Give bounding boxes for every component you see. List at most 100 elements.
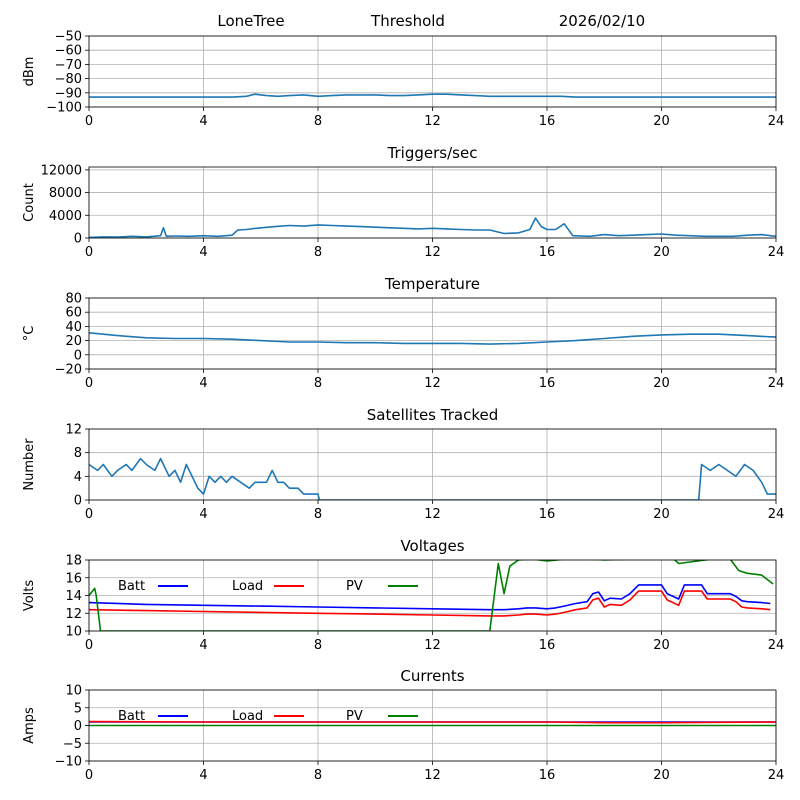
chart-title: Voltages [400, 537, 464, 555]
x-tick-label: 16 [539, 768, 556, 783]
x-tick-label: 24 [768, 768, 785, 783]
x-tick-label: 8 [314, 768, 322, 783]
x-tick-label: 0 [85, 638, 93, 653]
y-tick-label: −100 [46, 101, 82, 116]
y-tick-label: 10 [65, 625, 82, 640]
y-tick-label: −5 [63, 737, 82, 752]
x-tick-label: 0 [85, 114, 93, 129]
y-tick-label: 18 [65, 554, 82, 569]
y-tick-label: −90 [55, 86, 82, 101]
legend-label-pv: PV [346, 579, 363, 594]
series-voltages-pv [89, 560, 774, 631]
series-voltages-load [89, 590, 771, 617]
legend-label-load: Load [232, 709, 263, 724]
chart-voltages: 0 4 8 12 16 20 24 10 12 14 16 18 Voltages Volts Batt Lo… [22, 537, 784, 653]
chart-title: Triggers/sec [387, 144, 478, 162]
y-tick-label: 80 [65, 292, 82, 307]
y-tick-label: 5 [74, 701, 82, 716]
y-tick-label: −60 [55, 44, 82, 59]
y-tick-label: 12 [65, 607, 82, 622]
y-tick-label: −80 [55, 72, 82, 87]
plot-frame [88, 559, 777, 632]
y-tick-label: 8000 [49, 186, 82, 201]
x-tick-label: 20 [653, 245, 670, 260]
y-tick-label: 4 [74, 470, 82, 485]
y-tick-label: 0 [74, 494, 82, 509]
x-tick-label: 20 [653, 114, 670, 129]
y-axis-label: Number [22, 438, 37, 491]
x-tick-label: 0 [85, 376, 93, 391]
x-tick-label: 8 [314, 507, 322, 522]
x-tick-label: 24 [768, 376, 785, 391]
x-tick-label: 4 [199, 768, 207, 783]
y-tick-label: 40 [65, 320, 82, 335]
y-tick-label: 12000 [41, 163, 82, 178]
chart-triggers: 0 4 8 12 16 20 24 0 4000 8000 12000 Triggers/sec Cou… [22, 144, 784, 260]
x-tick-label: 8 [314, 638, 322, 653]
series-satellites-sats [89, 457, 776, 500]
x-tick-label: 16 [539, 376, 556, 391]
plot-frame [88, 297, 777, 370]
legend-label-batt: Batt [118, 709, 145, 724]
x-tick-label: 16 [539, 114, 556, 129]
x-tick-label: 20 [653, 638, 670, 653]
x-tick-label: 20 [653, 376, 670, 391]
y-tick-label: 10 [65, 684, 82, 699]
x-tick-label: 24 [768, 245, 785, 260]
x-tick-label: 0 [85, 245, 93, 260]
y-axis-label: dBm [22, 57, 37, 87]
y-tick-label: −70 [55, 58, 82, 73]
legend-label-load: Load [232, 579, 263, 594]
x-tick-label: 20 [653, 768, 670, 783]
x-tick-label: 8 [314, 114, 322, 129]
x-tick-label: 4 [199, 376, 207, 391]
chart-satellites: 0 4 8 12 16 20 24 0 4 8 12 Satellites Tracked Number [22, 406, 784, 522]
x-tick-label: 24 [768, 638, 785, 653]
chart-title: Temperature [384, 275, 480, 293]
x-tick-label: 12 [424, 114, 441, 129]
y-tick-label: 20 [65, 334, 82, 349]
x-tick-label: 4 [199, 114, 207, 129]
x-tick-label: 24 [768, 507, 785, 522]
y-tick-label: 60 [65, 306, 82, 321]
x-tick-label: 12 [424, 507, 441, 522]
x-tick-label: 0 [85, 507, 93, 522]
date-title: 2026/02/10 [559, 12, 645, 30]
y-tick-label: −50 [55, 30, 82, 45]
y-axis-label: Amps [22, 707, 37, 744]
station-title: LoneTree [217, 12, 284, 30]
x-tick-label: 12 [424, 768, 441, 783]
x-tick-label: 12 [424, 376, 441, 391]
x-tick-label: 8 [314, 376, 322, 391]
x-tick-label: 12 [424, 638, 441, 653]
x-tick-label: 8 [314, 245, 322, 260]
plot-frame [88, 689, 777, 762]
legend-label-pv: PV [346, 709, 363, 724]
series-triggers-triggers [89, 217, 776, 238]
x-tick-label: 0 [85, 768, 93, 783]
chart-currents: 0 4 8 12 16 20 24 −10 −5 0 5 10 Currents Amps Batt Load… [22, 667, 784, 783]
y-axis-label: Count [22, 183, 37, 222]
series-voltages-batt [89, 584, 771, 611]
plot-frame [88, 428, 777, 501]
y-axis-label: °C [22, 326, 37, 342]
y-tick-label: 4000 [49, 209, 82, 224]
x-tick-label: 12 [424, 245, 441, 260]
legend-label-batt: Batt [118, 579, 145, 594]
x-tick-label: 16 [539, 638, 556, 653]
y-tick-label: 8 [74, 446, 82, 461]
x-tick-label: 4 [199, 638, 207, 653]
y-axis-label: Volts [22, 580, 37, 612]
x-tick-label: 24 [768, 114, 785, 129]
x-tick-label: 20 [653, 507, 670, 522]
y-tick-label: −20 [55, 363, 82, 378]
plot-frame [88, 35, 777, 108]
x-tick-label: 4 [199, 245, 207, 260]
chart-title: Satellites Tracked [367, 406, 498, 424]
series-currents-load [89, 720, 776, 724]
series-dbm-signal [89, 93, 776, 98]
y-tick-label: 14 [65, 589, 82, 604]
